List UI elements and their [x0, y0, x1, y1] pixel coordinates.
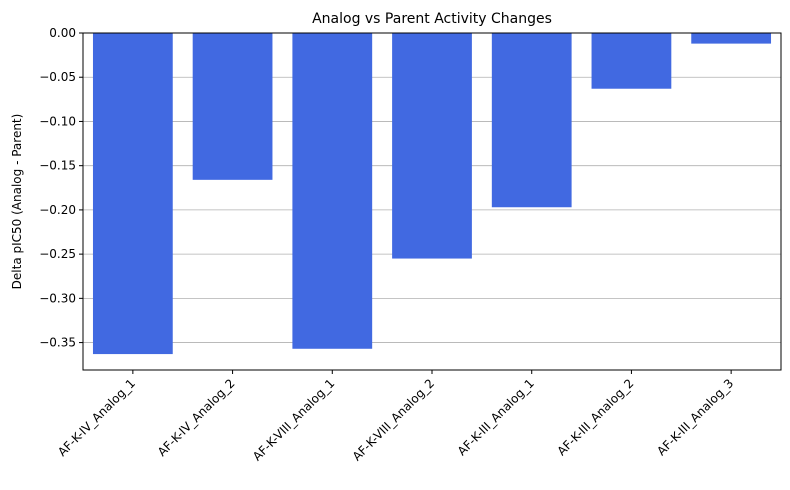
y-tick-label: −0.20	[39, 203, 76, 217]
bar	[392, 33, 472, 259]
y-tick-label: 0.00	[49, 26, 76, 40]
bar	[491, 33, 572, 208]
chart-title: Analog vs Parent Activity Changes	[312, 11, 552, 27]
y-tick-label: −0.05	[39, 70, 76, 84]
y-tick-label: −0.15	[39, 159, 76, 173]
y-axis-ticks: 0.00 −0.05 −0.10 −0.15 −0.20 −0.25 −0.30 −0.35	[39, 26, 83, 350]
bar	[591, 33, 672, 89]
y-tick-label: −0.25	[39, 247, 76, 261]
y-tick-label: −0.35	[39, 336, 76, 350]
y-tick-label: −0.30	[39, 291, 76, 305]
y-axis-label: Delta pIC50 (Analog - Parent)	[10, 114, 24, 290]
bars	[92, 33, 772, 355]
bar	[92, 33, 173, 355]
bar	[691, 33, 772, 44]
y-tick-label: −0.10	[39, 114, 76, 128]
bar	[192, 33, 273, 180]
bar	[292, 33, 373, 349]
